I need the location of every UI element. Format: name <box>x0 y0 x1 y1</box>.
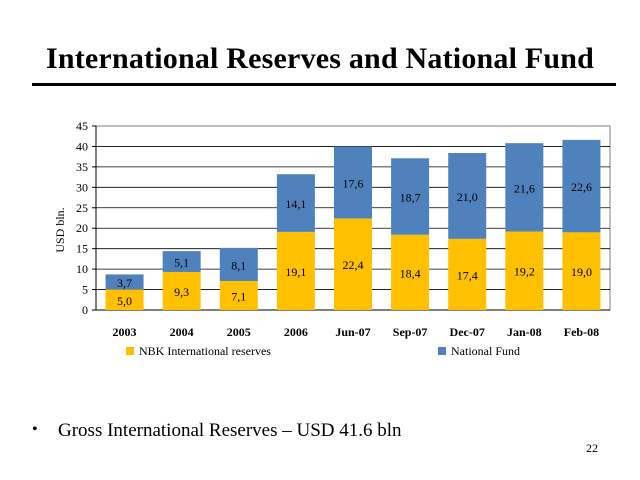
y-tick-label: 25 <box>76 201 88 215</box>
data-label: 19,1 <box>285 265 306 279</box>
title-underline <box>32 83 616 86</box>
bar-national-fund-Dec-07 <box>448 152 487 239</box>
y-tick-label: 10 <box>76 262 88 276</box>
legend-label: NBK International reserves <box>139 344 271 358</box>
data-label: 18,7 <box>400 191 421 205</box>
data-label: 19,2 <box>514 265 535 279</box>
data-label: 14,1 <box>285 197 306 211</box>
data-label: 3,7 <box>117 276 132 290</box>
data-label: 7,1 <box>231 289 246 303</box>
x-tick-label: 2003 <box>113 325 137 339</box>
y-axis-label: USD bln. <box>53 207 67 252</box>
bar-national-fund-2006 <box>276 174 315 232</box>
x-tick-label: 2006 <box>284 325 308 339</box>
legend-swatch-nbk-reserves <box>126 347 134 355</box>
x-tick-label: Jun-07 <box>335 325 370 339</box>
x-tick-label: Feb-08 <box>564 325 599 339</box>
bar-nbk-reserves-2005 <box>219 280 258 310</box>
y-tick-label: 30 <box>76 180 88 194</box>
stacked-bar-chart: 0 5 10 15 20 25 30 35 40 45 USD bln. 5,0 3,7 2003 9,3 5… <box>53 119 611 358</box>
y-tick-label: 5 <box>82 283 88 297</box>
x-tick-label: Sep-07 <box>393 325 428 339</box>
bar-nbk-reserves-Sep-07 <box>391 234 430 310</box>
data-label: 5,0 <box>117 294 132 308</box>
bar-nbk-reserves-Feb-08 <box>562 232 601 310</box>
y-tick-label: 0 <box>82 303 88 317</box>
x-tick-label: Dec-07 <box>450 325 485 339</box>
bar-nbk-reserves-Jan-08 <box>505 231 544 310</box>
x-tick-label: 2004 <box>170 325 194 339</box>
bullet-point: • Gross International Reserves – USD 41.6… <box>32 420 402 442</box>
y-tick-label: 45 <box>76 119 88 133</box>
data-label: 22,6 <box>571 180 592 194</box>
y-tick-label: 15 <box>76 242 88 256</box>
bar-nbk-reserves-Dec-07 <box>448 238 487 310</box>
legend-swatch-national-fund <box>438 347 446 355</box>
data-label: 21,0 <box>457 190 478 204</box>
data-label: 8,1 <box>231 258 246 272</box>
bar-national-fund-Feb-08 <box>562 139 601 233</box>
bullet-text: Gross International Reserves – USD 41.6 … <box>58 420 402 441</box>
bar-nbk-reserves-2003 <box>105 289 144 310</box>
data-label: 17,6 <box>343 176 364 190</box>
data-label: 9,3 <box>174 285 189 299</box>
bar-nbk-reserves-2006 <box>276 231 315 310</box>
bar-nbk-reserves-Jun-07 <box>334 218 372 310</box>
bar-national-fund-2004 <box>162 251 201 272</box>
slide-title: International Reserves and National Fund <box>45 42 595 75</box>
x-tick-label: 2005 <box>227 325 251 339</box>
bar-national-fund-2003 <box>105 274 144 290</box>
bar-nbk-reserves-2004 <box>162 271 201 310</box>
page-number: 22 <box>586 441 598 455</box>
y-tick-label: 20 <box>76 221 88 235</box>
data-label: 17,4 <box>457 268 478 282</box>
data-label: 22,4 <box>343 258 364 272</box>
bar-national-fund-2005 <box>219 247 258 281</box>
y-tick-label: 40 <box>76 139 88 153</box>
data-label: 19,0 <box>571 265 592 279</box>
data-label: 21,6 <box>514 181 535 195</box>
bullet-icon: • <box>32 421 38 438</box>
data-label: 18,4 <box>400 266 421 280</box>
bar-national-fund-Jan-08 <box>505 143 544 232</box>
x-tick-label: Jan-08 <box>507 325 542 339</box>
y-tick-label: 35 <box>76 160 88 174</box>
legend-label: National Fund <box>451 344 520 358</box>
bar-national-fund-Sep-07 <box>391 158 430 235</box>
data-label: 5,1 <box>174 256 189 270</box>
bar-national-fund-Jun-07 <box>334 146 372 219</box>
